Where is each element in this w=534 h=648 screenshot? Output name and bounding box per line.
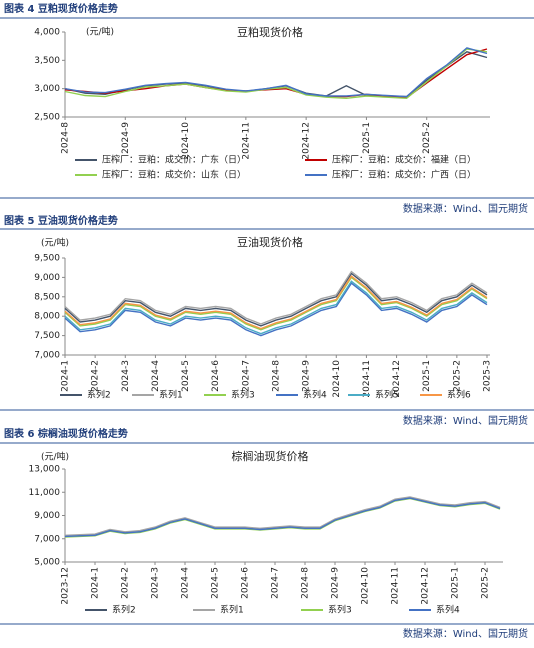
x-tick-label: 2024-12 xyxy=(392,360,402,398)
y-tick-label: 3,000 xyxy=(34,84,60,94)
series-line xyxy=(64,496,501,536)
unit-label: (元/吨) xyxy=(86,26,114,38)
figure-caption: 图表 4 豆粕现货价格走势 xyxy=(4,2,118,15)
y-tick-label: 8,500 xyxy=(34,292,60,302)
y-tick-label: 5,000 xyxy=(34,558,60,568)
series-line xyxy=(64,275,488,330)
y-tick-label: 11,000 xyxy=(29,488,61,498)
y-tick-label: 7,000 xyxy=(34,351,60,361)
series-line xyxy=(64,272,488,327)
x-tick-label: 2024-2 xyxy=(121,567,131,599)
source-note: 数据来源：Wind、国元期货 xyxy=(403,414,528,427)
x-tick-label: 2024-4 xyxy=(181,567,191,599)
x-tick-label: 2024-11 xyxy=(362,360,372,398)
x-tick-label: 2024-3 xyxy=(121,360,131,392)
figure-caption: 图表 5 豆油现货价格走势 xyxy=(4,214,118,227)
legend-label: 系列4 xyxy=(303,389,327,401)
x-tick-label: 2024-9 xyxy=(121,122,131,154)
y-tick-label: 8,000 xyxy=(34,312,60,322)
y-tick-label: 9,000 xyxy=(34,273,60,283)
x-tick-label: 2025-2 xyxy=(481,567,491,599)
x-tick-label: 2025-2 xyxy=(422,122,432,154)
y-tick-label: 13,000 xyxy=(29,465,61,475)
x-tick-label: 2024-5 xyxy=(211,567,221,599)
series-line xyxy=(64,47,488,98)
legend-label: 压榨厂：豆粕：成交价：福建（日） xyxy=(332,154,476,166)
y-tick-label: 2,500 xyxy=(34,113,60,123)
x-tick-label: 2024-10 xyxy=(332,360,342,398)
x-tick-label: 2023-12 xyxy=(61,567,71,605)
legend-label: 系列5 xyxy=(375,389,399,401)
y-tick-label: 9,500 xyxy=(34,254,60,264)
x-tick-label: 2024-11 xyxy=(241,122,251,160)
x-tick-label: 2025-1 xyxy=(422,360,432,392)
figure-caption: 图表 6 棕榈油现货价格走势 xyxy=(4,427,128,440)
legend-label: 压榨厂：豆粕：成交价：山东（日） xyxy=(102,169,246,181)
x-tick-label: 2024-12 xyxy=(421,567,431,605)
legend-label: 压榨厂：豆粕：成交价：广西（日） xyxy=(332,169,476,181)
legend-label: 系列1 xyxy=(159,389,183,401)
legend-label: 系列3 xyxy=(231,389,255,401)
series-line xyxy=(64,282,488,337)
x-tick-label: 2024-6 xyxy=(241,567,251,599)
x-tick-label: 2025-1 xyxy=(451,567,461,599)
x-tick-label: 2025-3 xyxy=(483,360,493,392)
unit-label: (元/吨) xyxy=(41,237,69,249)
x-tick-label: 2024-8 xyxy=(301,567,311,599)
y-tick-label: 7,000 xyxy=(34,534,60,544)
y-tick-label: 3,500 xyxy=(34,56,60,66)
y-tick-label: 4,000 xyxy=(34,28,60,38)
chart-title: 棕榈油现货价格 xyxy=(232,449,309,463)
x-tick-label: 2024-3 xyxy=(151,567,161,599)
y-tick-label: 9,000 xyxy=(34,511,60,521)
legend-label: 系列2 xyxy=(112,604,136,616)
series-line xyxy=(64,270,488,325)
x-tick-label: 2024-2 xyxy=(91,360,101,392)
x-tick-label: 2024-7 xyxy=(271,567,281,599)
x-tick-label: 2024-6 xyxy=(211,360,221,392)
y-tick-label: 7,500 xyxy=(34,331,60,341)
series-line xyxy=(64,48,488,100)
x-tick-label: 2024-11 xyxy=(391,567,401,605)
legend-label: 系列1 xyxy=(220,604,244,616)
x-tick-label: 2024-7 xyxy=(241,360,251,392)
x-tick-label: 2024-4 xyxy=(151,360,161,392)
x-tick-label: 2024-1 xyxy=(61,360,71,392)
unit-label: (元/吨) xyxy=(41,451,69,463)
legend-label: 压榨厂：豆粕：成交价：广东（日） xyxy=(102,154,246,166)
x-tick-label: 2024-9 xyxy=(302,360,312,392)
source-note: 数据来源：Wind、国元期货 xyxy=(403,627,528,640)
series-line xyxy=(64,497,501,538)
legend-label: 系列6 xyxy=(447,389,471,401)
legend-label: 系列3 xyxy=(328,604,352,616)
source-note: 数据来源：Wind、国元期货 xyxy=(403,202,528,215)
x-tick-label: 2025-2 xyxy=(452,360,462,392)
series-line xyxy=(64,276,488,331)
series-line xyxy=(64,280,488,335)
x-tick-label: 2024-5 xyxy=(181,360,191,392)
chart-title: 豆油现货价格 xyxy=(237,235,303,249)
x-tick-label: 2024-12 xyxy=(302,122,312,160)
legend-label: 系列4 xyxy=(436,604,460,616)
x-tick-label: 2025-1 xyxy=(362,122,372,154)
x-tick-label: 2024-8 xyxy=(61,122,71,154)
x-tick-label: 2024-8 xyxy=(272,360,282,392)
x-tick-label: 2024-10 xyxy=(361,567,371,605)
x-tick-label: 2024-1 xyxy=(91,567,101,599)
x-tick-label: 2024-9 xyxy=(331,567,341,599)
chart-title: 豆粕现货价格 xyxy=(237,25,303,39)
x-tick-label: 2024-10 xyxy=(181,122,191,160)
legend-label: 系列2 xyxy=(87,389,111,401)
